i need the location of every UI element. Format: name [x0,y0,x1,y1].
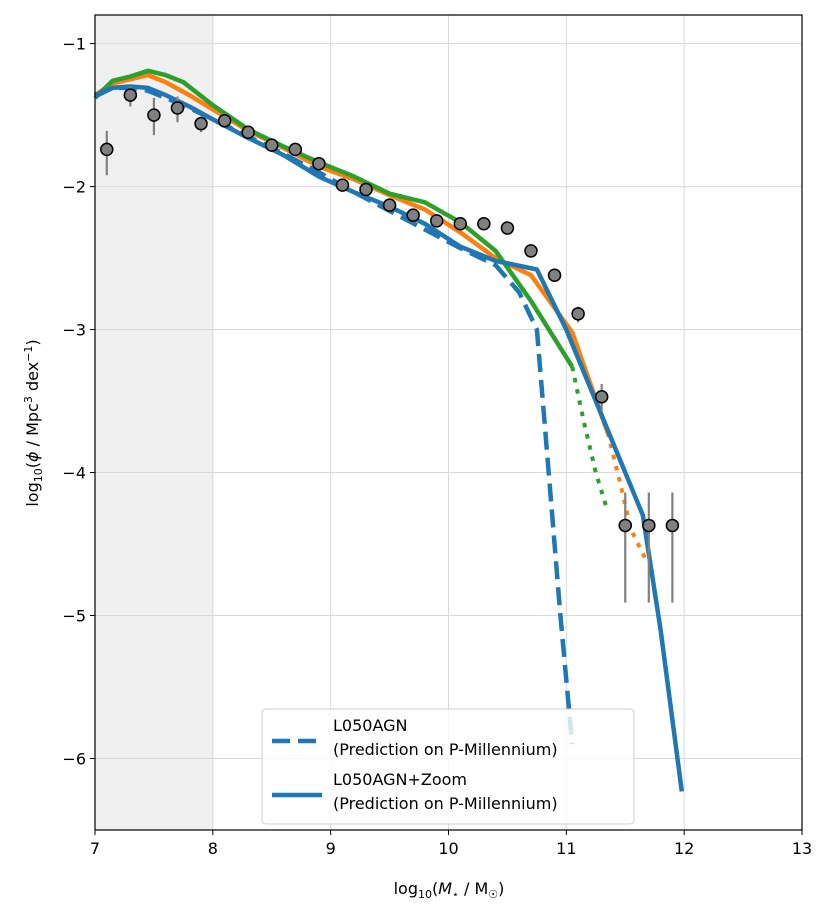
observations [100,86,680,603]
observation-point [571,307,585,321]
series-orange-extension [605,432,649,563]
observation-point [665,518,680,533]
observation-point [429,214,444,228]
observation-point [335,178,350,192]
x-tick-label: 8 [208,839,218,858]
x-axis-label: log10(M⋆ / M☉) [394,879,505,901]
observation-point [217,114,232,128]
series-green-extension [570,366,610,512]
observation-point [288,142,303,157]
y-axis-label: log10(ϕ / Mpc3 dex−1) [22,339,45,506]
y-tick-label: −2 [62,178,86,197]
observation-point [594,390,609,404]
observation-point [194,116,208,131]
x-tick-label: 12 [674,839,694,858]
observation-point [382,198,397,212]
y-tick-label: −3 [62,321,86,340]
observation-point [406,208,420,222]
y-tick-label: −5 [62,607,86,626]
series-l050agn-zoom-prediction-on-p-millennium [94,84,685,792]
y-tick-label: −1 [62,35,86,54]
observation-point [123,88,138,102]
x-tick-label: 13 [792,839,812,858]
observation-point [453,217,468,231]
x-tick-label: 11 [556,839,576,858]
legend-label-2-line2: (Prediction on P-Millennium) [333,794,558,813]
observation-point [618,518,632,533]
plot-area [93,15,803,830]
x-tick-label: 7 [90,839,100,858]
legend-label-1-line1: L050AGN [333,716,407,735]
observation-point [524,244,538,258]
observation-point [642,518,656,533]
shaded-region [95,15,213,830]
series-green [93,68,575,368]
observation-point [312,156,326,171]
axis-ticks: 7 8 9 10 11 12 13 −1 −2 −3 −4 −5 −6 [62,35,812,858]
observation-point [359,182,373,197]
legend-box [261,708,635,825]
observation-point [500,221,515,235]
observation-point [241,125,255,139]
legend-label-1-line2: (Prediction on P-Millennium) [333,740,558,759]
observation-point [147,108,161,122]
x-tick-label: 9 [326,839,336,858]
x-tick-label: 10 [438,839,458,858]
observation-point [265,138,279,152]
y-tick-label: −6 [62,750,86,769]
y-tick-label: −4 [62,464,86,483]
observation-point [100,142,114,157]
legend-label-2-line1: L050AGN+Zoom [333,770,467,789]
observation-point [547,268,562,282]
observation-point [477,217,491,231]
legend: L050AGN (Prediction on P-Millennium) L05… [261,708,635,825]
observation-point [170,101,185,115]
